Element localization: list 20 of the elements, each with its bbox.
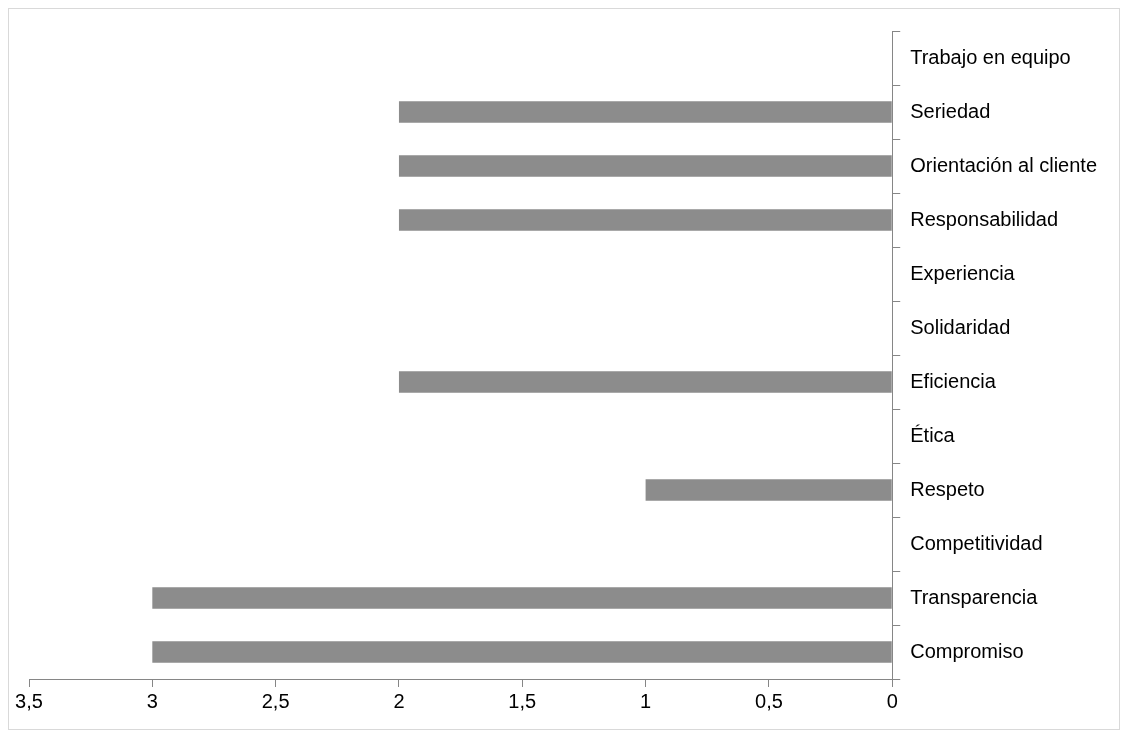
y-tick-label: Compromiso xyxy=(910,639,1024,662)
y-tick-label: Orientación al cliente xyxy=(910,153,1098,176)
x-tick-label: 2,5 xyxy=(261,689,290,712)
x-tick-label: 1,5 xyxy=(508,689,537,712)
y-tick-label: Eficiencia xyxy=(910,369,997,392)
x-tick-label: 3 xyxy=(146,689,158,712)
y-tick-label: Ética xyxy=(910,423,956,446)
y-tick-label: Competitividad xyxy=(910,531,1043,554)
x-tick-label: 3,5 xyxy=(15,689,43,712)
x-tick-label: 1 xyxy=(640,689,652,712)
y-tick-label: Solidaridad xyxy=(910,315,1011,338)
y-tick-label: Transparencia xyxy=(910,585,1039,608)
y-tick-label: Responsabilidad xyxy=(910,207,1059,230)
y-tick-label: Respeto xyxy=(910,477,985,500)
y-tick-label: Seriedad xyxy=(910,99,991,122)
x-tick-label: 2 xyxy=(393,689,405,712)
y-tick-label: Trabajo en equipo xyxy=(910,45,1071,68)
x-tick-label: 0 xyxy=(886,689,898,712)
y-tick-label: Experiencia xyxy=(910,261,1016,284)
x-tick-label: 0,5 xyxy=(755,689,783,712)
